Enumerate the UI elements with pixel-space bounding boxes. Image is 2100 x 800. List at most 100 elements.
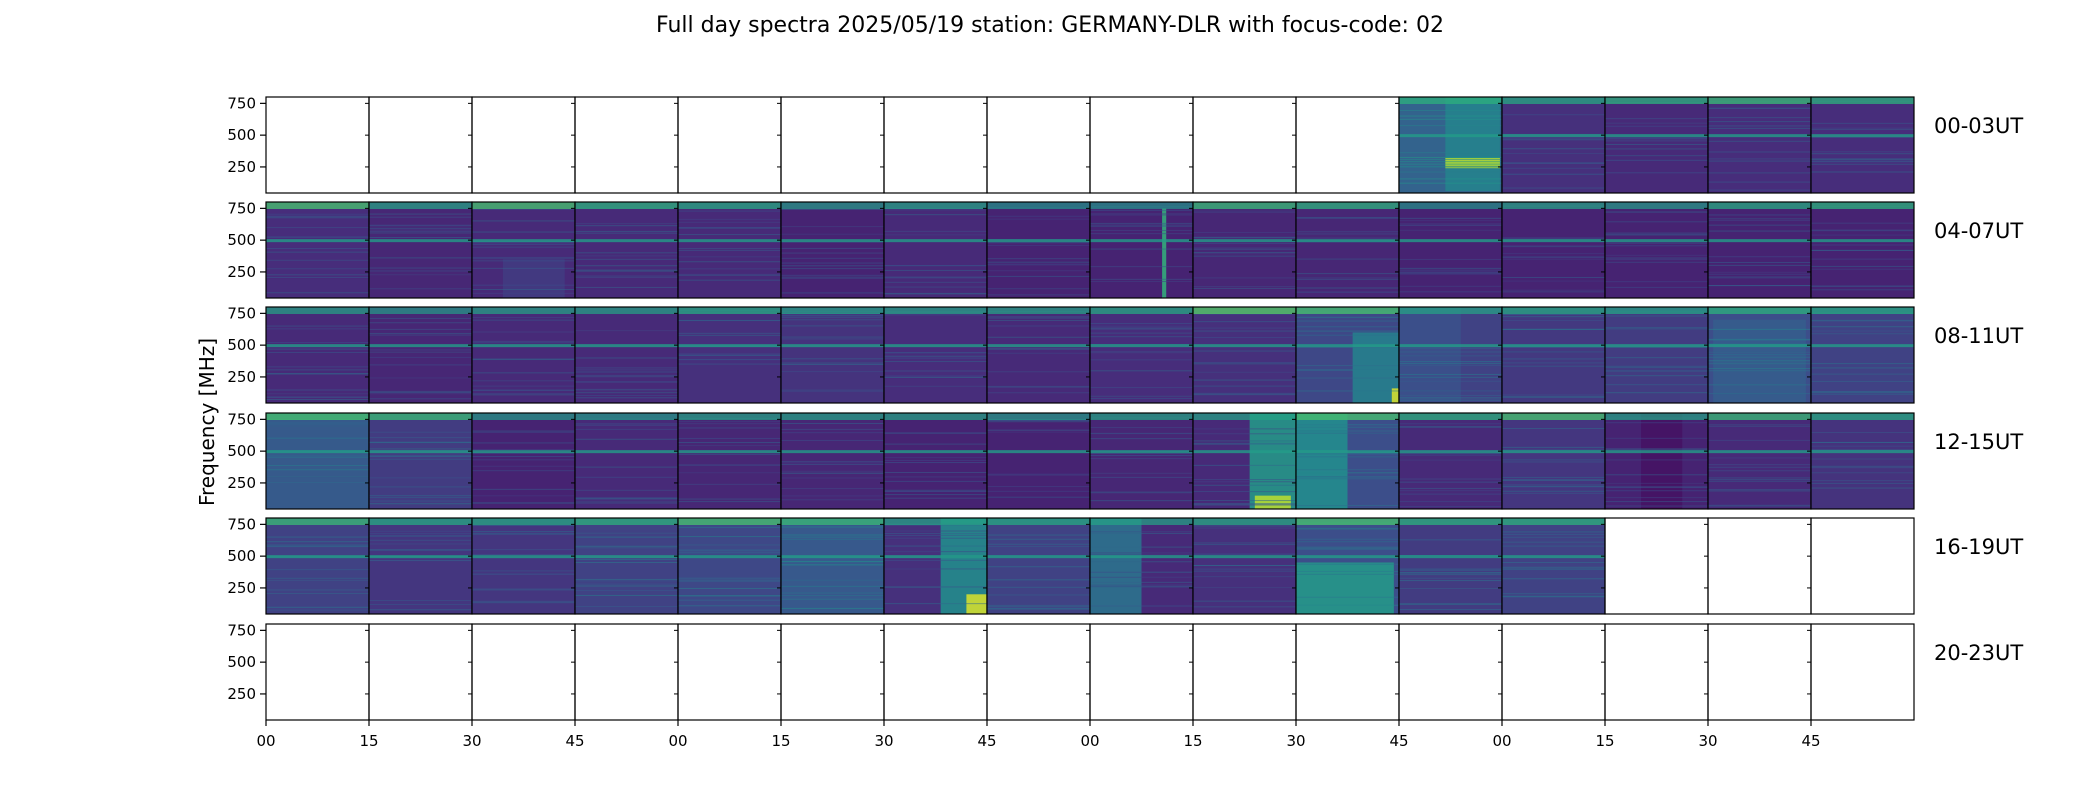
spectrum-top-band: [266, 518, 369, 525]
spectrum-line: [1399, 355, 1502, 357]
spectrum-line: [1502, 595, 1605, 597]
spectrum-panel: [265, 623, 370, 721]
panel-border: [471, 96, 576, 194]
spectrum-line: [575, 369, 678, 371]
spectrum-panel: [986, 201, 1091, 299]
spectrum-line: [1502, 319, 1605, 321]
spectrum-line: [781, 389, 884, 391]
spectrum-line: [575, 558, 678, 560]
spectrum-line: [266, 456, 369, 458]
spectrum-top-band: [1399, 413, 1502, 420]
spectrum-panel: [1501, 412, 1606, 510]
spectrum-line: [1708, 273, 1811, 275]
spectrum-top-band: [1296, 413, 1399, 420]
spectrum-line-500mhz: [266, 239, 369, 243]
panel-border: [1810, 306, 1915, 404]
spectrum-line: [1708, 261, 1811, 263]
spectrum-line: [987, 261, 1090, 263]
spectrum-line: [1090, 427, 1193, 429]
spectrum-line-500mhz: [369, 450, 472, 454]
spectrum-panel: [1295, 412, 1400, 510]
spectrum-line: [1399, 481, 1502, 483]
spectrum-line: [781, 325, 884, 327]
spectrum-line: [266, 437, 369, 439]
spectrum-top-band: [884, 202, 987, 209]
x-tick-label: 30: [462, 732, 481, 750]
spectrum-line: [1296, 424, 1399, 426]
spectrum-line-500mhz: [1708, 344, 1811, 348]
spectrum-line: [266, 268, 369, 270]
spectrum-background: [1399, 518, 1502, 614]
spectrum-line: [1605, 155, 1708, 157]
spectrum-line: [987, 607, 1090, 609]
spectrum-line: [1811, 432, 1914, 434]
spectrum-line: [266, 369, 369, 371]
spectrum-panel: [1707, 623, 1812, 721]
spectrum-line-500mhz: [266, 344, 369, 348]
spectrum-line: [678, 472, 781, 474]
spectrum-line: [1605, 245, 1708, 247]
spectrum-line: [1605, 370, 1708, 372]
spectrum-line: [1090, 453, 1193, 455]
spectrum-line: [678, 332, 781, 334]
spectrum-top-band: [369, 202, 472, 209]
spectrum-line: [1605, 137, 1708, 139]
spectrum-line: [678, 579, 781, 581]
spectrum-line: [781, 460, 884, 462]
spectrum-line: [987, 392, 1090, 394]
spectrum-line: [987, 264, 1090, 266]
spectrum-panel: [1398, 306, 1503, 404]
spectrum-line-500mhz: [575, 555, 678, 559]
spectrum-line: [678, 437, 781, 439]
spectrum-line: [266, 247, 369, 249]
spectrum-line: [1708, 181, 1811, 183]
spectrum-panel: [883, 96, 988, 194]
spectrum-panel: [368, 517, 473, 615]
spectrum-line: [1708, 121, 1811, 123]
y-tick-label: 500: [227, 126, 256, 144]
spectrum-line: [1193, 287, 1296, 289]
spectrum-line: [266, 396, 369, 398]
spectrum-line: [1502, 536, 1605, 538]
spectrum-line: [1502, 478, 1605, 480]
spectrum-panel: [1707, 96, 1812, 194]
y-tick-label: 500: [227, 653, 256, 671]
spectrum-line: [1090, 370, 1193, 372]
spectrum-line: [1605, 148, 1708, 150]
spectrum-line: [987, 594, 1090, 596]
spectrum-line: [369, 393, 472, 395]
panel-border: [574, 96, 679, 194]
spectrum-background: [1502, 413, 1605, 509]
spectrum-line: [987, 316, 1090, 318]
spectrum-line: [1296, 570, 1399, 572]
spectrum-line: [1193, 393, 1296, 395]
spectrum-line: [781, 560, 884, 562]
spectrum-line: [678, 234, 781, 236]
spectrum-line: [1811, 230, 1914, 232]
spectrum-line: [1090, 325, 1193, 327]
spectrum-line: [884, 472, 987, 474]
spectrum-line: [1605, 143, 1708, 145]
x-tick-label: 15: [1183, 732, 1202, 750]
spectrum-line: [1399, 351, 1502, 353]
spectrum-line: [472, 319, 575, 321]
spectrum-line: [1502, 253, 1605, 255]
row-label: 00-03UT: [1934, 114, 2023, 138]
spectrum-line: [1708, 271, 1811, 273]
spectrum-line: [1811, 159, 1914, 161]
spectrum-line: [1296, 563, 1399, 565]
spectrum-line: [575, 376, 678, 378]
y-tick-label: 250: [227, 263, 256, 281]
spectrum-line: [1090, 554, 1193, 556]
spectrum-panel: [1810, 623, 1915, 721]
spectrum-line: [1193, 253, 1296, 255]
spectrum-line-500mhz: [781, 555, 884, 559]
spectrum-background: [781, 307, 884, 403]
spectrum-line: [1811, 487, 1914, 489]
spectrum-background: [472, 307, 575, 403]
spectrum-line: [1605, 392, 1708, 394]
spectrum-line: [1605, 485, 1708, 487]
spectrum-line: [781, 477, 884, 479]
spectrum-panel: [368, 623, 473, 721]
spectrum-line: [266, 569, 369, 571]
